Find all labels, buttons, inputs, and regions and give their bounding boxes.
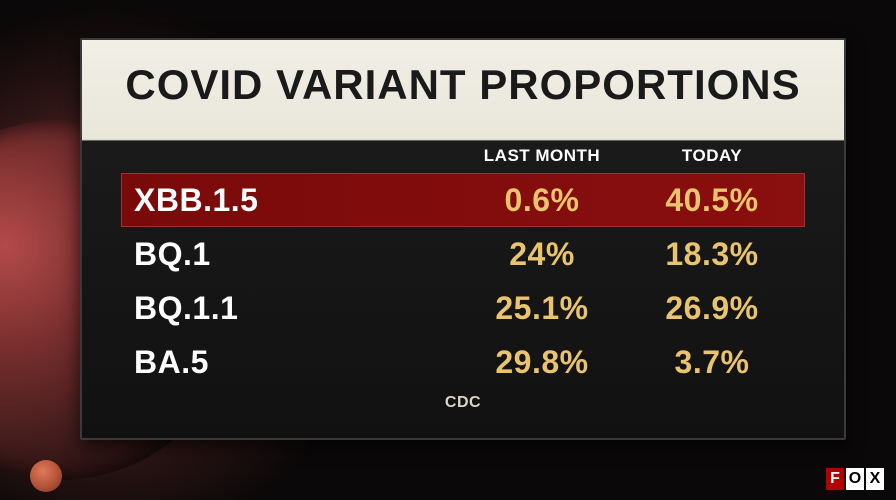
table-row: XBB.1.50.6%40.5% bbox=[122, 174, 804, 226]
logo-letter: O bbox=[846, 468, 864, 490]
variant-last-month: 24% bbox=[452, 234, 632, 274]
source-label: CDC bbox=[122, 388, 804, 424]
logo-letter: F bbox=[826, 468, 844, 490]
col-blank bbox=[134, 146, 452, 166]
variant-name: BA.5 bbox=[134, 342, 452, 382]
logo-letter: X bbox=[866, 468, 884, 490]
data-panel: COVID VARIANT PROPORTIONS LAST MONTH TOD… bbox=[80, 38, 846, 440]
panel-title: COVID VARIANT PROPORTIONS bbox=[82, 40, 844, 130]
variant-name: XBB.1.5 bbox=[134, 180, 452, 220]
variant-today: 3.7% bbox=[632, 342, 792, 382]
variant-name: BQ.1 bbox=[134, 234, 452, 274]
col-last-month: LAST MONTH bbox=[452, 146, 632, 166]
variant-last-month: 25.1% bbox=[452, 288, 632, 328]
variant-name: BQ.1.1 bbox=[134, 288, 452, 328]
panel-body: LAST MONTH TODAY XBB.1.50.6%40.5%BQ.124%… bbox=[82, 130, 844, 438]
variant-today: 40.5% bbox=[632, 180, 792, 220]
variant-today: 18.3% bbox=[632, 234, 792, 274]
table-rows: XBB.1.50.6%40.5%BQ.124%18.3%BQ.1.125.1%2… bbox=[122, 174, 804, 388]
table-row: BQ.124%18.3% bbox=[122, 228, 804, 280]
table-row: BA.529.8%3.7% bbox=[122, 336, 804, 388]
table-header-row: LAST MONTH TODAY bbox=[122, 140, 804, 174]
table-row: BQ.1.125.1%26.9% bbox=[122, 282, 804, 334]
col-today: TODAY bbox=[632, 146, 792, 166]
variant-last-month: 29.8% bbox=[452, 342, 632, 382]
network-logo: F O X bbox=[826, 468, 884, 490]
variant-today: 26.9% bbox=[632, 288, 792, 328]
variant-last-month: 0.6% bbox=[452, 180, 632, 220]
